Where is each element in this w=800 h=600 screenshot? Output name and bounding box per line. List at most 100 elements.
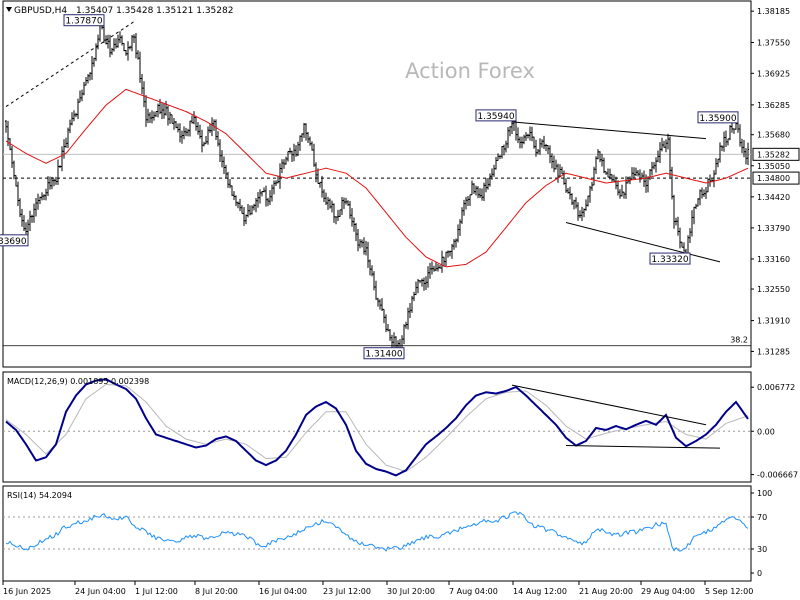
price-bar [403,324,405,345]
price-trendline [5,19,137,108]
price-bar [205,136,207,145]
price-bar [375,280,377,300]
price-bar [505,140,507,153]
price-bar [467,196,469,206]
rsi-axis-label: 70 [757,513,767,522]
price-bar [223,156,225,175]
moving-average-line [5,88,749,268]
price-bar [691,210,693,237]
price-bar [495,157,497,170]
price-bar [265,185,267,207]
price-bar [357,228,359,252]
chart-header: GBPUSD,H4 1.35407 1.35428 1.35121 1.3528… [6,6,233,16]
macd-panel [2,371,752,483]
price-bar [237,201,239,209]
price-marker-box [363,347,405,360]
price-bar [609,168,611,180]
price-bar [533,136,535,149]
price-bar [185,127,187,137]
price-bar [115,38,117,49]
price-bar [91,55,93,80]
price-bar [537,148,539,155]
price-bar [15,175,17,187]
price-marker: 1.31400 [363,347,405,360]
price-bar [59,165,61,168]
price-bar [473,183,475,194]
price-bar [71,112,73,126]
price-bar [247,203,249,218]
rsi-axis-label: 30 [757,545,767,554]
collapse-triangle-icon[interactable] [6,7,12,12]
macd-main-line [5,378,749,477]
price-bar [517,127,519,144]
price-marker: 1.37870 [63,14,105,27]
price-bar [479,188,481,198]
price-bar [111,47,113,55]
price-bar [159,98,161,115]
price-bar [263,187,265,193]
price-bar [387,323,389,332]
price-bar [501,146,503,159]
price-bar [225,165,227,178]
price-axis-label: 1.31910 [757,317,790,326]
price-bar [365,240,367,256]
price-bar [645,174,647,193]
price-bar [539,138,541,155]
price-bar [483,182,485,201]
price-bar [317,168,319,184]
price-axis-label: 1.34420 [757,193,790,202]
price-bar [431,261,433,275]
price-bar [481,188,483,201]
price-marker-box [697,111,739,124]
price-bar [411,295,413,313]
price-bar [741,138,743,154]
time-axis-label: 16 Jun 2025 [3,587,51,596]
price-bar [211,117,213,137]
price-bar [561,166,563,175]
price-bar [553,155,555,173]
price-bar [189,120,191,137]
price-bar [455,238,457,248]
price-bar [297,141,299,157]
price-bar [721,145,723,152]
price-bar [447,250,449,258]
price-bar [619,189,621,199]
price-bar [393,332,395,348]
price-bar [461,207,463,224]
price-bar [227,171,229,188]
price-bar [497,153,499,161]
price-bar [125,49,127,56]
price-bar [343,197,345,210]
price-axis-label: 1.36285 [757,101,790,110]
price-bar [23,215,25,231]
price-bar [217,131,219,147]
price-bar [611,174,613,182]
price-bar [269,190,271,205]
price-bar [107,34,109,49]
price-bar [723,131,725,152]
price-marker-box [475,109,517,122]
macd-axis-label: 0.006772 [757,383,795,392]
price-marker: 1.33320 [649,252,691,265]
price-bar [213,119,215,131]
price-bar [245,214,247,225]
price-bar [519,136,521,149]
price-bar [359,239,361,249]
price-marker-label: 1.31400 [365,350,402,360]
price-bar [31,214,33,223]
price-bar [523,134,525,145]
price-bar [471,180,473,196]
price-bar [697,198,699,207]
price-bar [165,100,167,116]
price-bar [221,150,223,168]
price-bar [41,192,43,201]
price-bar [583,208,585,218]
price-bar [281,159,283,174]
price-bar [175,120,177,129]
price-bar [599,151,601,163]
price-bar [367,241,369,268]
price-bar [191,115,193,124]
price-bar [543,135,545,150]
price-bar [699,189,701,206]
price-bar [673,194,675,229]
